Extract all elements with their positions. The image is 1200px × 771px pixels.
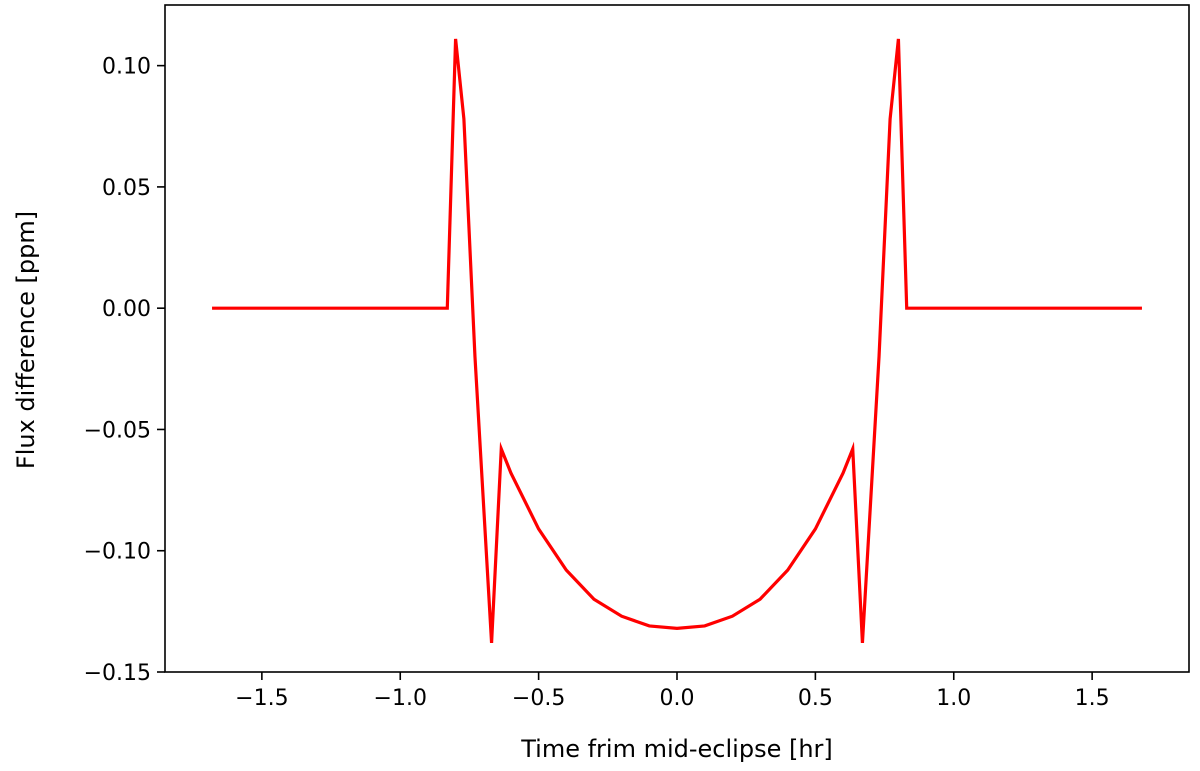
x-tick-label: 0.0 <box>660 686 695 711</box>
x-tick-label: −1.5 <box>235 686 288 711</box>
y-tick-label: −0.15 <box>84 661 151 686</box>
x-axis-title: Time frim mid-eclipse [hr] <box>520 735 833 763</box>
x-tick-label: 1.0 <box>936 686 971 711</box>
y-tick-label: 0.05 <box>102 176 151 201</box>
x-tick-label: −1.0 <box>374 686 427 711</box>
plot-frame <box>164 4 1190 673</box>
y-tick-label: 0.10 <box>102 55 151 80</box>
axis-layer: −1.5 −1.0 −0.5 0.0 0.5 1.0 1.5 0.10 0.05 0.00 −0.0… <box>84 55 1110 711</box>
series-line <box>212 38 1142 643</box>
data-layer <box>212 38 1142 643</box>
y-axis-title: Flux difference [ppm] <box>12 211 40 469</box>
x-tick-label: −0.5 <box>512 686 565 711</box>
plot-background <box>165 5 1189 672</box>
y-tick-label: −0.05 <box>84 418 151 443</box>
y-tick-label: −0.10 <box>84 540 151 565</box>
x-tick-label: 0.5 <box>798 686 833 711</box>
y-tick-label: 0.00 <box>102 297 151 322</box>
x-tick-label: 1.5 <box>1075 686 1110 711</box>
